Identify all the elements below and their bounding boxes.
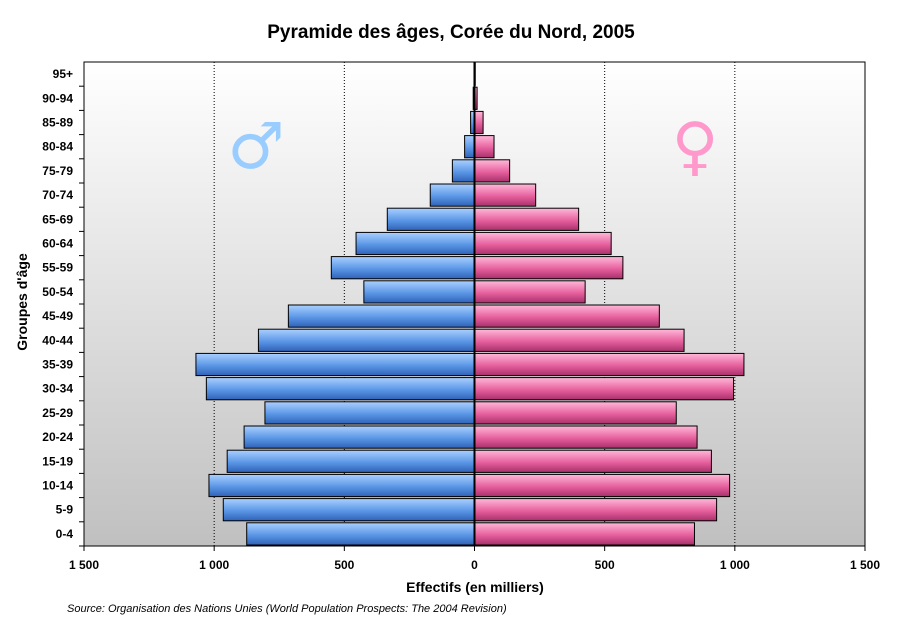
y-tick-label: 20-24 xyxy=(42,430,73,444)
bar-female-25-29 xyxy=(474,401,677,425)
y-tick-label: 95+ xyxy=(53,67,73,81)
y-tick-label: 35-39 xyxy=(42,358,73,372)
y-tick-label: 5-9 xyxy=(56,503,74,517)
bar-female-35-39 xyxy=(474,352,745,377)
bar-male-5-9 xyxy=(222,498,475,522)
bar-female-30-34 xyxy=(474,377,735,401)
y-tick-label: 85-89 xyxy=(42,116,73,130)
bar-female-70-74 xyxy=(474,183,537,207)
bar-male-15-19 xyxy=(226,449,475,473)
bar-male-30-34 xyxy=(205,377,476,401)
y-tick-label: 30-34 xyxy=(42,382,73,396)
x-tick-label: 1 500 xyxy=(850,558,880,572)
bar-male-60-64 xyxy=(355,231,476,256)
y-tick-label: 0-4 xyxy=(56,527,74,541)
y-tick-label: 75-79 xyxy=(42,164,73,178)
source-note: Source: Organisation des Nations Unies (… xyxy=(67,603,507,615)
y-tick-label: 15-19 xyxy=(42,454,73,468)
bar-female-40-44 xyxy=(474,328,685,352)
x-tick-label: 500 xyxy=(334,558,354,572)
female-symbol-icon: ♀ xyxy=(672,110,719,184)
y-tick-label: 80-84 xyxy=(42,140,73,154)
bar-male-80-84 xyxy=(464,135,475,159)
bar-female-20-24 xyxy=(474,425,698,449)
bar-female-60-64 xyxy=(474,231,612,256)
x-tick-label: 1 000 xyxy=(720,558,750,572)
y-tick-label: 70-74 xyxy=(42,188,73,202)
bar-female-80-84 xyxy=(474,135,495,159)
bar-female-45-49 xyxy=(474,304,660,328)
male-symbol-icon: ♂ xyxy=(227,110,284,184)
bar-male-70-74 xyxy=(429,183,476,207)
bar-male-55-59 xyxy=(330,256,476,280)
x-tick-label: 0 xyxy=(471,558,478,572)
bar-male-20-24 xyxy=(243,425,475,449)
bar-male-45-49 xyxy=(287,304,475,328)
x-tick-labels: 1 500 1 000 500 0 500 1 000 1 500 xyxy=(69,546,880,572)
bar-male-25-29 xyxy=(264,401,475,425)
y-axis-title: Groupes d'âge xyxy=(14,253,30,351)
x-tick-label: 1 000 xyxy=(199,558,229,572)
bar-female-85-89 xyxy=(474,110,484,135)
bars xyxy=(195,62,745,546)
x-tick-label: 500 xyxy=(595,558,615,572)
bar-male-40-44 xyxy=(257,328,475,352)
bar-male-0-4 xyxy=(246,522,475,546)
y-tick-label: 40-44 xyxy=(42,333,73,347)
y-tick-label: 65-69 xyxy=(42,212,73,226)
y-tick-label: 60-64 xyxy=(42,237,73,251)
bar-male-35-39 xyxy=(195,352,475,377)
bar-female-65-69 xyxy=(474,207,580,231)
bar-female-75-79 xyxy=(474,159,511,183)
y-tick-labels: 0-4 5-9 10-14 15-19 20-24 25-29 30-34 35-39 40-4… xyxy=(42,67,84,547)
x-axis-title: Effectifs (en milliers) xyxy=(406,579,544,595)
bar-female-5-9 xyxy=(474,498,718,522)
bar-male-75-79 xyxy=(451,159,476,183)
bar-male-65-69 xyxy=(386,207,475,231)
bar-male-50-54 xyxy=(363,280,476,304)
x-tick-label: 1 500 xyxy=(69,558,99,572)
y-tick-label: 45-49 xyxy=(42,309,73,323)
y-tick-label: 25-29 xyxy=(42,406,73,420)
y-tick-label: 55-59 xyxy=(42,261,73,275)
bar-male-10-14 xyxy=(208,473,476,498)
bar-female-0-4 xyxy=(474,522,695,546)
y-tick-label: 90-94 xyxy=(42,91,73,105)
bar-female-15-19 xyxy=(474,449,712,473)
bar-female-10-14 xyxy=(474,473,731,498)
chart-title: Pyramide des âges, Corée du Nord, 2005 xyxy=(267,22,635,43)
bar-female-50-54 xyxy=(474,280,586,304)
y-tick-label: 50-54 xyxy=(42,285,73,299)
bar-female-55-59 xyxy=(474,256,624,280)
y-tick-label: 10-14 xyxy=(42,479,73,493)
